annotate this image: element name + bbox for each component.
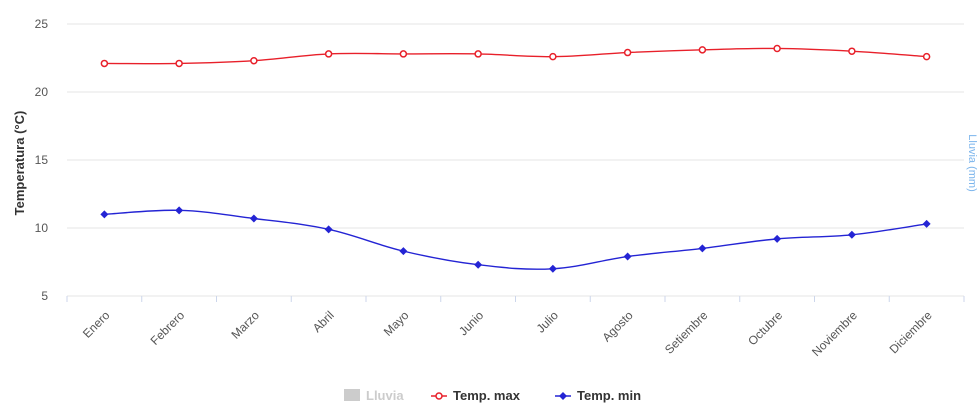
point-temp-min[interactable] <box>399 247 408 256</box>
point-temp-min[interactable] <box>623 252 632 261</box>
series-line-temp-max <box>104 47 927 65</box>
x-tick-label: Marzo <box>229 308 263 342</box>
point-temp-max[interactable] <box>698 46 707 54</box>
point-temp-min[interactable] <box>773 234 782 243</box>
point-temp-max[interactable] <box>549 52 557 61</box>
x-tick-label: Agosto <box>599 308 636 345</box>
point-temp-max[interactable] <box>848 47 856 55</box>
y-axis-ticks: 5 10 15 20 25 <box>35 17 49 303</box>
point-temp-min[interactable] <box>698 244 707 253</box>
point-temp-max[interactable] <box>623 48 632 57</box>
point-temp-min[interactable] <box>548 264 557 273</box>
y-tick-label: 10 <box>35 221 49 235</box>
point-temp-max[interactable] <box>922 52 931 61</box>
x-tick-label: Enero <box>80 308 113 341</box>
point-temp-max[interactable] <box>399 50 408 58</box>
x-tick-label: Diciembre <box>887 308 935 356</box>
point-temp-max[interactable] <box>175 59 183 68</box>
point-temp-max[interactable] <box>100 59 109 68</box>
point-temp-min[interactable] <box>474 260 483 269</box>
point-temp-min[interactable] <box>324 225 333 234</box>
series <box>100 44 931 273</box>
legend: Lluvia Temp. max Temp. min <box>344 388 641 403</box>
x-tick-label: Mayo <box>381 308 412 339</box>
x-tick-label: Abril <box>310 308 337 335</box>
y-tick-label: 5 <box>41 289 48 303</box>
y-tick-label: 15 <box>35 153 49 167</box>
legend-label-temp-max[interactable]: Temp. max <box>453 388 521 403</box>
point-temp-min[interactable] <box>922 219 931 228</box>
point-temp-min[interactable] <box>249 214 258 223</box>
x-tick-label: Octubre <box>745 308 785 348</box>
y-tick-label: 25 <box>35 17 49 31</box>
y-axis-title: Temperatura (°C) <box>12 111 27 216</box>
legend-marker-temp-max[interactable] <box>435 392 443 400</box>
point-temp-max[interactable] <box>773 44 781 53</box>
point-temp-min[interactable] <box>847 230 856 239</box>
x-tick-label: Noviembre <box>809 308 860 359</box>
point-temp-max[interactable] <box>250 56 258 65</box>
x-tick-label: Julio <box>534 308 562 336</box>
x-tick-label: Setiembre <box>662 308 711 357</box>
series-line-temp-min <box>104 209 927 270</box>
x-axis-ticks: Enero Febrero Marzo Abril Mayo Junio Julio Agos… <box>66 296 965 359</box>
y-tick-label: 20 <box>35 85 49 99</box>
x-tick-label: Junio <box>456 308 486 338</box>
point-temp-min[interactable] <box>175 206 184 215</box>
secondary-y-axis-title: Lluvia (mm) <box>966 134 978 191</box>
point-temp-max[interactable] <box>324 50 333 58</box>
point-temp-min[interactable] <box>100 210 109 219</box>
grid <box>67 23 964 297</box>
legend-swatch-lluvia[interactable] <box>344 389 360 401</box>
legend-label-temp-min[interactable]: Temp. min <box>577 388 641 403</box>
legend-label-lluvia[interactable]: Lluvia <box>366 388 404 403</box>
x-tick-label: Febrero <box>148 308 188 348</box>
legend-marker-temp-min[interactable] <box>559 392 567 400</box>
point-temp-max[interactable] <box>474 50 482 58</box>
